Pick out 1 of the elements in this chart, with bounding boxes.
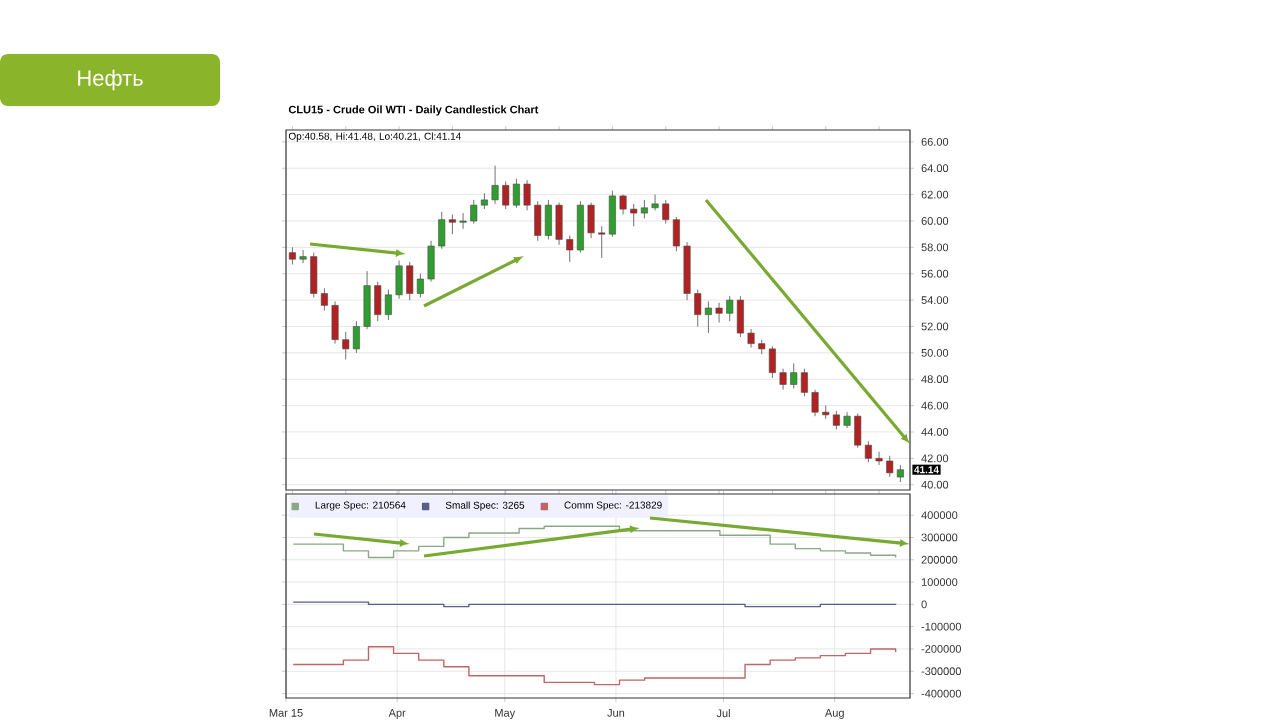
text: Нефть xyxy=(78,69,143,91)
